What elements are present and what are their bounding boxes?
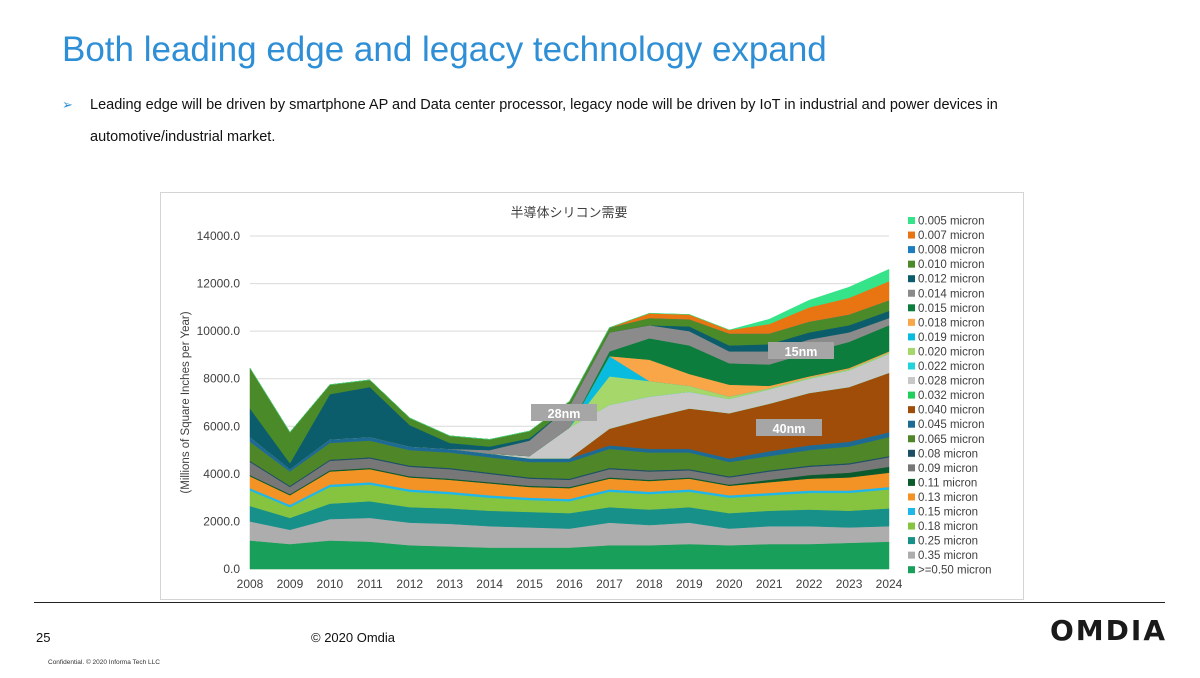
- legend-swatch: [908, 289, 915, 297]
- legend-entry: 0.13 micron: [918, 492, 978, 504]
- legend-swatch: [908, 478, 915, 486]
- annotation-box: [756, 419, 822, 436]
- annotation-box: [531, 404, 597, 421]
- legend-swatch: [908, 493, 915, 501]
- x-tick-label: 2018: [636, 577, 663, 591]
- y-axis-label: (Millions of Square Inches per Year): [180, 311, 192, 493]
- legend-swatch: [908, 464, 915, 472]
- x-tick-label: 2017: [596, 577, 623, 591]
- legend-entry: 0.18 micron: [918, 521, 978, 533]
- legend-swatch: [908, 231, 915, 239]
- legend-swatch: [908, 435, 915, 443]
- x-tick-label: 2024: [876, 577, 903, 591]
- chart-title: 半導体シリコン需要: [510, 206, 627, 221]
- legend-swatch: [908, 246, 915, 254]
- x-tick-label: 2010: [317, 577, 344, 591]
- chart-panel: 0.0 2000.0 4000.0 6000.0 8000.0 10000.0 12000.…: [160, 192, 1024, 600]
- y-tick-label: 6000.0: [203, 419, 240, 433]
- legend-entry: 0.15 micron: [918, 507, 978, 519]
- legend-swatch: [908, 260, 915, 268]
- legend-entry: 0.08 micron: [918, 448, 978, 460]
- y-tick-label: 2000.0: [203, 514, 240, 528]
- legend-entry: 0.012 micron: [918, 274, 984, 286]
- x-tick-label: 2021: [756, 577, 783, 591]
- legend-entry: 0.015 micron: [918, 303, 984, 315]
- annotation-box: [768, 342, 834, 359]
- legend-swatch: [908, 217, 915, 224]
- legend-swatch: [908, 391, 915, 399]
- annotation-label: 15nm: [785, 345, 818, 359]
- legend-entry: 0.25 micron: [918, 536, 978, 548]
- x-tick-label: 2016: [556, 577, 583, 591]
- y-tick-label: 0.0: [223, 562, 240, 576]
- y-tick-label: 4000.0: [203, 467, 240, 481]
- legend-swatch: [908, 318, 915, 326]
- legend-swatch: [908, 420, 915, 428]
- x-tick-label: 2022: [796, 577, 823, 591]
- legend-entry: 0.019 micron: [918, 332, 984, 344]
- legend-entry: 0.032 micron: [918, 390, 984, 402]
- x-tick-label: 2013: [436, 577, 463, 591]
- y-tick-label: 14000.0: [197, 229, 241, 243]
- x-tick-label: 2012: [396, 577, 423, 591]
- area-series: [249, 268, 890, 440]
- legend-entry: 0.005 micron: [918, 216, 984, 228]
- legend-swatch: [908, 566, 915, 574]
- page-number: 25: [36, 630, 51, 645]
- legend-swatch: [908, 362, 915, 370]
- legend-entry: 0.11 micron: [918, 477, 977, 489]
- arrow-bullet-icon: ➢: [62, 97, 73, 112]
- x-tick-label: 2014: [476, 577, 503, 591]
- x-tick-label: 2011: [357, 577, 383, 591]
- silicon-demand-chart: 0.0 2000.0 4000.0 6000.0 8000.0 10000.0 12000.…: [180, 206, 992, 591]
- legend-entry: 0.045 micron: [918, 419, 984, 431]
- y-tick-label: 10000.0: [197, 324, 241, 338]
- footer-divider: [34, 602, 1165, 603]
- annotation-label: 28nm: [548, 407, 581, 421]
- x-tick-label: 2015: [516, 577, 543, 591]
- x-tick-label: 2023: [836, 577, 863, 591]
- x-tick-label: 2019: [676, 577, 703, 591]
- bullet-point: ➢ Leading edge will be driven by smartph…: [62, 89, 1092, 153]
- legend-swatch: [908, 377, 915, 385]
- legend-entry: 0.014 micron: [918, 288, 984, 300]
- legend-swatch: [908, 406, 915, 414]
- legend-swatch: [908, 537, 915, 545]
- legend-entry: >=0.50 micron: [918, 565, 992, 577]
- legend-entry: 0.065 micron: [918, 434, 984, 446]
- legend-entry: 0.018 micron: [918, 317, 984, 329]
- legend-entry: 0.020 micron: [918, 346, 984, 358]
- legend-entry: 0.040 micron: [918, 405, 984, 417]
- legend-entry: 0.022 micron: [918, 361, 984, 373]
- legend-swatch: [908, 304, 915, 312]
- legend-entry: 0.008 micron: [918, 245, 984, 257]
- omdia-logo: OMDIA: [1050, 614, 1167, 647]
- annotation-label: 40nm: [773, 422, 806, 436]
- legend-entry: 0.010 micron: [918, 259, 984, 271]
- legend-entry: 0.09 micron: [918, 463, 978, 475]
- confidential-notice: Confidential. © 2020 Informa Tech LLC: [48, 659, 160, 666]
- legend-swatch: [908, 275, 915, 283]
- bullet-text: Leading edge will be driven by smartphon…: [90, 97, 998, 145]
- x-tick-label: 2020: [716, 577, 743, 591]
- legend-entry: 0.35 micron: [918, 550, 978, 562]
- legend-swatch: [908, 522, 915, 530]
- legend-entry: 0.028 micron: [918, 376, 984, 388]
- y-tick-label: 8000.0: [203, 372, 240, 386]
- legend-swatch: [908, 333, 915, 341]
- legend-swatch: [908, 508, 915, 515]
- legend-swatch: [908, 551, 915, 559]
- copyright-text: © 2020 Omdia: [311, 630, 396, 645]
- x-tick-label: 2008: [237, 577, 264, 591]
- legend-swatch: [908, 449, 915, 457]
- y-tick-label: 12000.0: [197, 277, 241, 291]
- legend-entry: 0.007 micron: [918, 230, 984, 242]
- legend-swatch: [908, 347, 915, 355]
- slide-title: Both leading edge and legacy technology …: [62, 30, 827, 69]
- x-tick-label: 2009: [277, 577, 304, 591]
